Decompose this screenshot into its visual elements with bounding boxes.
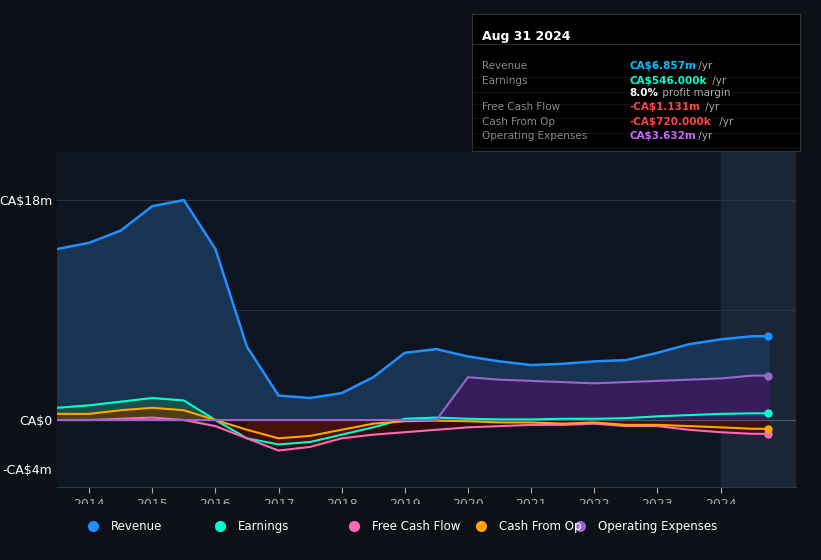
Text: Earnings: Earnings — [482, 76, 527, 86]
Text: 8.0%: 8.0% — [630, 88, 658, 98]
Text: /yr: /yr — [709, 76, 727, 86]
Text: /yr: /yr — [695, 131, 712, 141]
Text: Aug 31 2024: Aug 31 2024 — [482, 30, 571, 44]
Text: Free Cash Flow: Free Cash Flow — [482, 102, 560, 113]
Text: /yr: /yr — [717, 116, 734, 127]
Text: Operating Expenses: Operating Expenses — [482, 131, 587, 141]
Text: Cash From Op: Cash From Op — [499, 520, 581, 533]
Text: /yr: /yr — [702, 102, 719, 113]
Text: CA$3.632m: CA$3.632m — [630, 131, 696, 141]
Text: -CA$720.000k: -CA$720.000k — [630, 116, 712, 127]
Text: Earnings: Earnings — [237, 520, 289, 533]
Text: CA$546.000k: CA$546.000k — [630, 76, 707, 86]
Text: -CA$1.131m: -CA$1.131m — [630, 102, 700, 113]
Text: Revenue: Revenue — [110, 520, 162, 533]
Text: Operating Expenses: Operating Expenses — [598, 520, 717, 533]
Text: /yr: /yr — [695, 61, 712, 71]
Bar — [721, 151, 796, 487]
Text: Revenue: Revenue — [482, 61, 527, 71]
Text: profit margin: profit margin — [658, 88, 730, 98]
Text: Free Cash Flow: Free Cash Flow — [372, 520, 460, 533]
Text: Cash From Op: Cash From Op — [482, 116, 555, 127]
Text: CA$6.857m: CA$6.857m — [630, 61, 696, 71]
